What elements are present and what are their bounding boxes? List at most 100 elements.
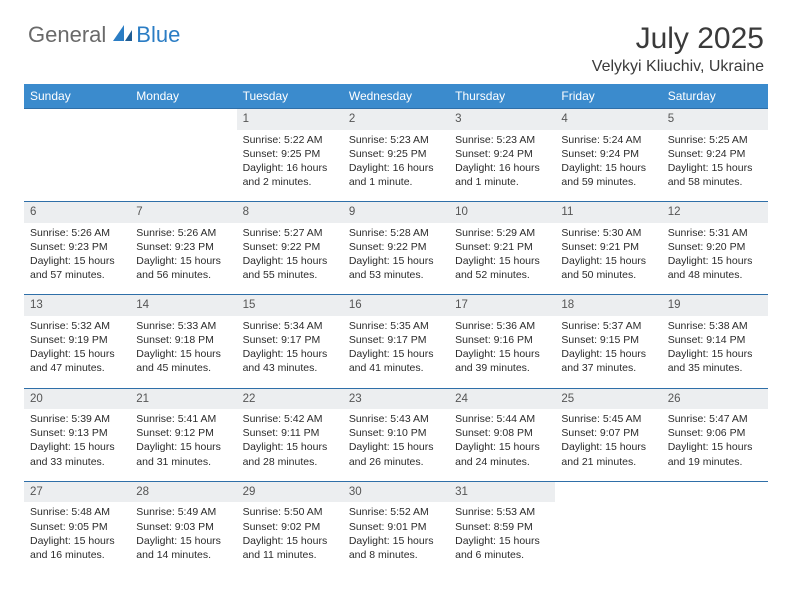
day-number-cell [555,481,661,502]
cell-day1: Daylight: 15 hours [561,440,655,454]
day-content-cell: Sunrise: 5:49 AMSunset: 9:03 PMDaylight:… [130,502,236,574]
cell-day1: Daylight: 15 hours [30,440,124,454]
cell-day1: Daylight: 15 hours [455,254,549,268]
day-number-cell: 31 [449,481,555,502]
day-number-cell: 25 [555,388,661,409]
day-content-cell [130,130,236,202]
cell-day2: and 35 minutes. [668,361,762,375]
cell-day2: and 48 minutes. [668,268,762,282]
cell-day2: and 14 minutes. [136,548,230,562]
day-number-cell: 7 [130,202,236,223]
cell-sunset: Sunset: 9:25 PM [349,147,443,161]
weekday-header: Sunday [24,84,130,109]
cell-sunrise: Sunrise: 5:32 AM [30,319,124,333]
cell-day1: Daylight: 15 hours [668,347,762,361]
day-content-row: Sunrise: 5:32 AMSunset: 9:19 PM Daylight:… [24,316,768,388]
cell-sunrise: Sunrise: 5:41 AM [136,412,230,426]
cell-day2: and 50 minutes. [561,268,655,282]
cell-sunset: Sunset: 8:59 PM [455,520,549,534]
weekday-header: Wednesday [343,84,449,109]
day-content-cell: Sunrise: 5:28 AMSunset: 9:22 PMDaylight:… [343,223,449,295]
cell-sunrise: Sunrise: 5:50 AM [243,505,337,519]
cell-sunset: Sunset: 9:21 PM [561,240,655,254]
day-content-cell: Sunrise: 5:32 AMSunset: 9:19 PMDaylight:… [24,316,130,388]
day-content-cell [662,502,768,574]
cell-day1: Daylight: 15 hours [455,440,549,454]
cell-day2: and 2 minutes. [243,175,337,189]
day-number-cell: 26 [662,388,768,409]
cell-sunset: Sunset: 9:14 PM [668,333,762,347]
cell-sunset: Sunset: 9:15 PM [561,333,655,347]
day-number-cell: 22 [237,388,343,409]
cell-day2: and 21 minutes. [561,455,655,469]
cell-sunrise: Sunrise: 5:36 AM [455,319,549,333]
cell-sunrise: Sunrise: 5:24 AM [561,133,655,147]
cell-sunrise: Sunrise: 5:34 AM [243,319,337,333]
cell-sunset: Sunset: 9:16 PM [455,333,549,347]
cell-day1: Daylight: 15 hours [455,534,549,548]
cell-sunrise: Sunrise: 5:27 AM [243,226,337,240]
day-number-cell: 6 [24,202,130,223]
day-content-cell: Sunrise: 5:29 AMSunset: 9:21 PMDaylight:… [449,223,555,295]
day-number-row: 6789101112 [24,202,768,223]
day-content-cell: Sunrise: 5:43 AMSunset: 9:10 PMDaylight:… [343,409,449,481]
day-content-cell: Sunrise: 5:47 AMSunset: 9:06 PMDaylight:… [662,409,768,481]
cell-day2: and 8 minutes. [349,548,443,562]
day-content-cell: Sunrise: 5:23 AMSunset: 9:25 PMDaylight:… [343,130,449,202]
cell-day1: Daylight: 15 hours [455,347,549,361]
cell-day1: Daylight: 15 hours [668,440,762,454]
location-label: Velykyi Kliuchiv, Ukraine [592,58,764,76]
cell-day2: and 52 minutes. [455,268,549,282]
cell-sunrise: Sunrise: 5:39 AM [30,412,124,426]
day-content-cell: Sunrise: 5:33 AMSunset: 9:18 PMDaylight:… [130,316,236,388]
day-content-row: Sunrise: 5:48 AMSunset: 9:05 PMDaylight:… [24,502,768,574]
cell-day2: and 56 minutes. [136,268,230,282]
cell-day1: Daylight: 15 hours [243,440,337,454]
cell-day2: and 47 minutes. [30,361,124,375]
logo-sail-icon [112,24,134,47]
day-number-row: 20212223242526 [24,388,768,409]
day-number-cell: 11 [555,202,661,223]
cell-day2: and 53 minutes. [349,268,443,282]
cell-day2: and 11 minutes. [243,548,337,562]
day-content-cell: Sunrise: 5:31 AMSunset: 9:20 PMDaylight:… [662,223,768,295]
cell-sunrise: Sunrise: 5:23 AM [349,133,443,147]
cell-day1: Daylight: 15 hours [349,534,443,548]
cell-sunset: Sunset: 9:25 PM [243,147,337,161]
cell-sunset: Sunset: 9:12 PM [136,426,230,440]
page-title: July 2025 [592,22,764,56]
day-number-row: 13141516171819 [24,295,768,316]
day-number-cell: 3 [449,109,555,130]
cell-sunset: Sunset: 9:24 PM [455,147,549,161]
cell-day2: and 41 minutes. [349,361,443,375]
day-content-cell: Sunrise: 5:26 AMSunset: 9:23 PMDaylight:… [130,223,236,295]
cell-sunrise: Sunrise: 5:33 AM [136,319,230,333]
day-number-cell: 15 [237,295,343,316]
day-content-cell: Sunrise: 5:35 AMSunset: 9:17 PMDaylight:… [343,316,449,388]
cell-day1: Daylight: 15 hours [30,534,124,548]
cell-day1: Daylight: 15 hours [349,440,443,454]
weekday-header: Friday [555,84,661,109]
cell-sunset: Sunset: 9:17 PM [243,333,337,347]
cell-day2: and 31 minutes. [136,455,230,469]
cell-day2: and 58 minutes. [668,175,762,189]
day-content-cell: Sunrise: 5:53 AMSunset: 8:59 PMDaylight:… [449,502,555,574]
cell-day1: Daylight: 15 hours [243,534,337,548]
cell-day2: and 28 minutes. [243,455,337,469]
day-number-cell [24,109,130,130]
cell-sunrise: Sunrise: 5:31 AM [668,226,762,240]
day-number-cell: 28 [130,481,236,502]
cell-day1: Daylight: 15 hours [668,161,762,175]
cell-sunset: Sunset: 9:19 PM [30,333,124,347]
cell-sunrise: Sunrise: 5:45 AM [561,412,655,426]
day-content-cell: Sunrise: 5:36 AMSunset: 9:16 PMDaylight:… [449,316,555,388]
day-number-cell: 24 [449,388,555,409]
cell-sunset: Sunset: 9:03 PM [136,520,230,534]
day-content-cell: Sunrise: 5:26 AMSunset: 9:23 PMDaylight:… [24,223,130,295]
day-number-cell: 10 [449,202,555,223]
cell-sunset: Sunset: 9:13 PM [30,426,124,440]
day-content-cell [24,130,130,202]
day-number-cell: 17 [449,295,555,316]
cell-day2: and 43 minutes. [243,361,337,375]
logo-text-2: Blue [136,22,180,48]
